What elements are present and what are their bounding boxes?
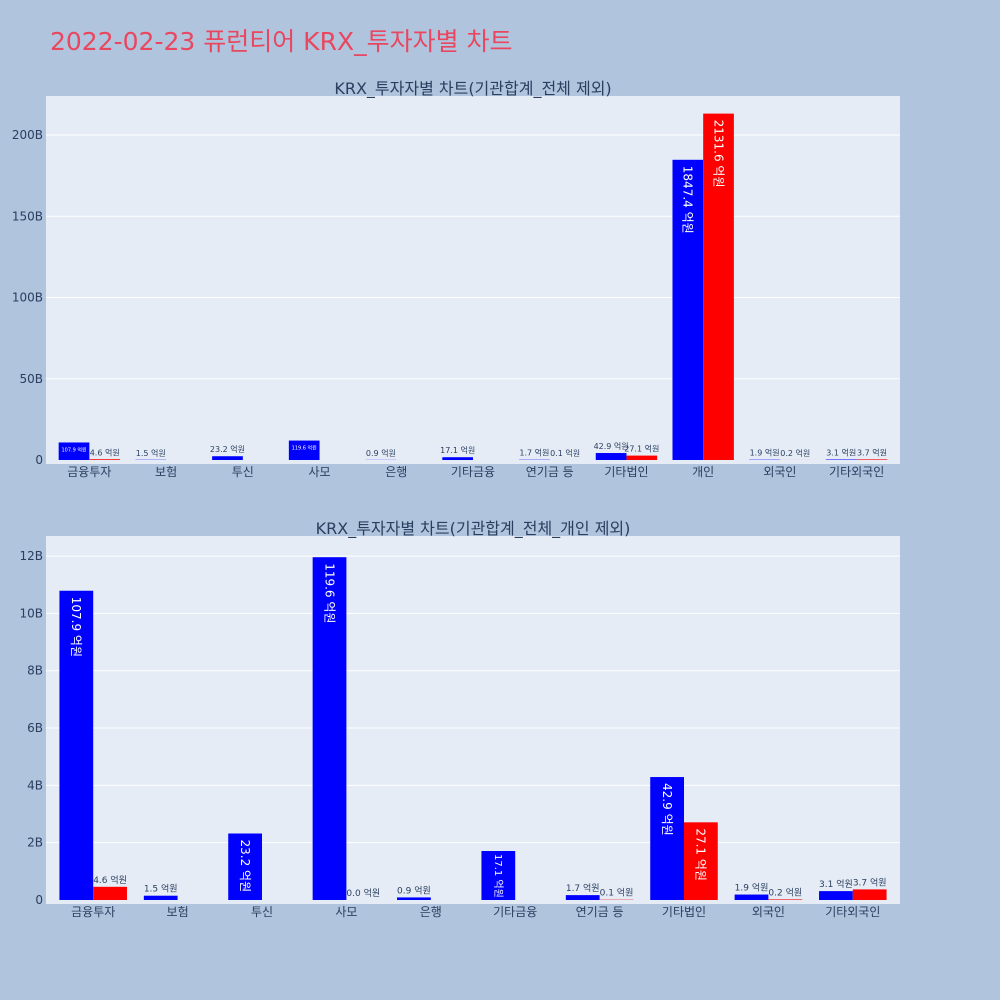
- x-tick-label: 연기금 등: [576, 905, 624, 919]
- bar: [626, 455, 658, 460]
- bar: [768, 899, 803, 900]
- bar: [703, 113, 734, 461]
- chart-bottom: 0 2B 4B 6B 8B 10B 12B KRX_투자자별 차트(기관합계_전체_개인 제외…: [19, 519, 900, 919]
- bar: [734, 894, 769, 900]
- bar-data-label: 3.1 억원: [819, 878, 853, 890]
- y-tick-label: 200B: [12, 128, 43, 142]
- x-tick-label: 기타금융: [493, 905, 537, 919]
- bar: [228, 833, 262, 900]
- bar: [650, 777, 684, 900]
- bar-data-label: 0.9 억원: [366, 448, 396, 458]
- bar-data-label: 0.1 억원: [550, 448, 580, 458]
- bar-data-label: 27.1 억원: [694, 828, 708, 881]
- x-tick-label: 기타금융: [451, 465, 495, 479]
- y-tick-label: 100B: [12, 291, 43, 305]
- bar-data-label: 1.7 억원: [566, 882, 600, 894]
- bar: [312, 557, 347, 900]
- bar: [143, 895, 178, 900]
- bar-data-label: 0.0 억원: [346, 887, 380, 899]
- x-tick-label: 은행: [420, 904, 442, 919]
- chart-top: 0 50B 100B 150B 200B KRX_투자자별 차트(기관합계_전체 제외) 금…: [12, 79, 900, 479]
- bar-data-label: 0.2 억원: [768, 886, 802, 898]
- bar-data-label: 1.9 억원: [735, 882, 769, 894]
- x-tick-label: 보험: [167, 905, 189, 919]
- bar-data-label: 1.5 억원: [144, 883, 178, 895]
- x-tick-label: 외국인: [763, 465, 796, 479]
- bar-data-label: 2131.6 억원: [711, 120, 725, 188]
- bar-data-label: 3.7 억원: [857, 447, 887, 457]
- bar: [565, 895, 600, 900]
- x-tick-label: 기타외국인: [829, 465, 884, 479]
- bar-data-label: 42.9 억원: [594, 441, 629, 451]
- bar: [212, 456, 243, 460]
- x-tick-label: 연기금 등: [526, 465, 574, 479]
- x-tick-label: 외국인: [752, 905, 785, 919]
- chart-title: KRX_투자자별 차트(기관합계_전체 제외): [334, 79, 611, 99]
- y-tick-label: 12B: [19, 549, 43, 563]
- plot-area: [46, 96, 900, 464]
- x-tick-label: 기타외국인: [825, 905, 880, 919]
- bar: [397, 897, 431, 900]
- y-tick-label: 10B: [19, 606, 43, 620]
- chart-title: KRX_투자자별 차트(기관합계_전체_개인 제외): [316, 519, 631, 539]
- bar-data-label: 42.9 억원: [660, 783, 674, 836]
- x-tick-label: 투신: [251, 905, 273, 919]
- y-tick-label: 4B: [27, 778, 43, 792]
- bar: [684, 822, 718, 900]
- bar: [93, 886, 127, 900]
- bar-data-label: 23.2 억원: [210, 444, 245, 454]
- bar-data-label: 0.1 억원: [600, 887, 634, 899]
- bar-data-label: 119.6 억원: [322, 563, 336, 623]
- bar-data-label: 1.5 억원: [136, 448, 166, 458]
- x-tick-label: 기타법인: [604, 465, 648, 479]
- bar-data-label: 27.1 억원: [624, 444, 659, 454]
- x-tick-label: 개인: [692, 465, 714, 479]
- x-tick-label: 금융투자: [67, 465, 111, 479]
- x-tick-label: 사모: [308, 465, 330, 479]
- bar-data-label: 0.2 억원: [780, 448, 810, 458]
- bar-data-label: 3.7 억원: [853, 876, 887, 888]
- bar-data-label: 17.1 억원: [440, 445, 475, 455]
- y-tick-label: 0: [35, 453, 43, 467]
- bar-data-label: 107.9 억원: [69, 597, 83, 657]
- x-tick-label: 사모: [335, 905, 357, 919]
- y-tick-label: 50B: [19, 372, 43, 386]
- bar-data-label: 1847.4 억원: [681, 166, 695, 234]
- bar: [58, 442, 90, 460]
- x-tick-label: 보험: [155, 465, 177, 479]
- plot-area: [46, 536, 900, 904]
- bar-data-label: 0.9 억원: [397, 884, 431, 896]
- bar: [89, 459, 121, 460]
- bar: [595, 453, 627, 460]
- bar-data-label: 119.6 억원: [292, 445, 318, 452]
- bar: [825, 459, 857, 460]
- bar: [852, 889, 887, 900]
- y-tick-label: 2B: [27, 836, 43, 850]
- bar: [672, 159, 704, 461]
- bar-data-label: 107.9 억원: [61, 446, 87, 453]
- bar-data-label: 1.9 억원: [750, 448, 780, 458]
- bar-data-label: 23.2 억원: [238, 840, 252, 893]
- x-tick-label: 금융투자: [71, 905, 115, 919]
- bar: [856, 459, 888, 460]
- page-title: 2022-02-23 퓨런티어 KRX_투자자별 차트: [50, 27, 513, 56]
- y-tick-label: 6B: [27, 721, 43, 735]
- x-tick-label: 은행: [385, 464, 407, 479]
- bar: [59, 590, 94, 900]
- bar-data-label: 1.7 억원: [519, 448, 549, 458]
- bar: [819, 891, 853, 900]
- y-tick-label: 0: [35, 893, 43, 907]
- bar-data-label: 3.1 억원: [826, 447, 856, 457]
- bar-data-label: 4.6 억원: [90, 447, 120, 457]
- bar-data-label: 4.6 억원: [93, 874, 127, 886]
- bar-data-label: 17.1 억원: [492, 854, 504, 898]
- bar: [442, 457, 473, 460]
- x-tick-label: 투신: [232, 465, 254, 479]
- y-tick-label: 150B: [12, 209, 43, 223]
- bar: [481, 850, 516, 900]
- bar: [288, 440, 320, 460]
- y-tick-label: 8B: [27, 664, 43, 678]
- x-tick-label: 기타법인: [662, 905, 706, 919]
